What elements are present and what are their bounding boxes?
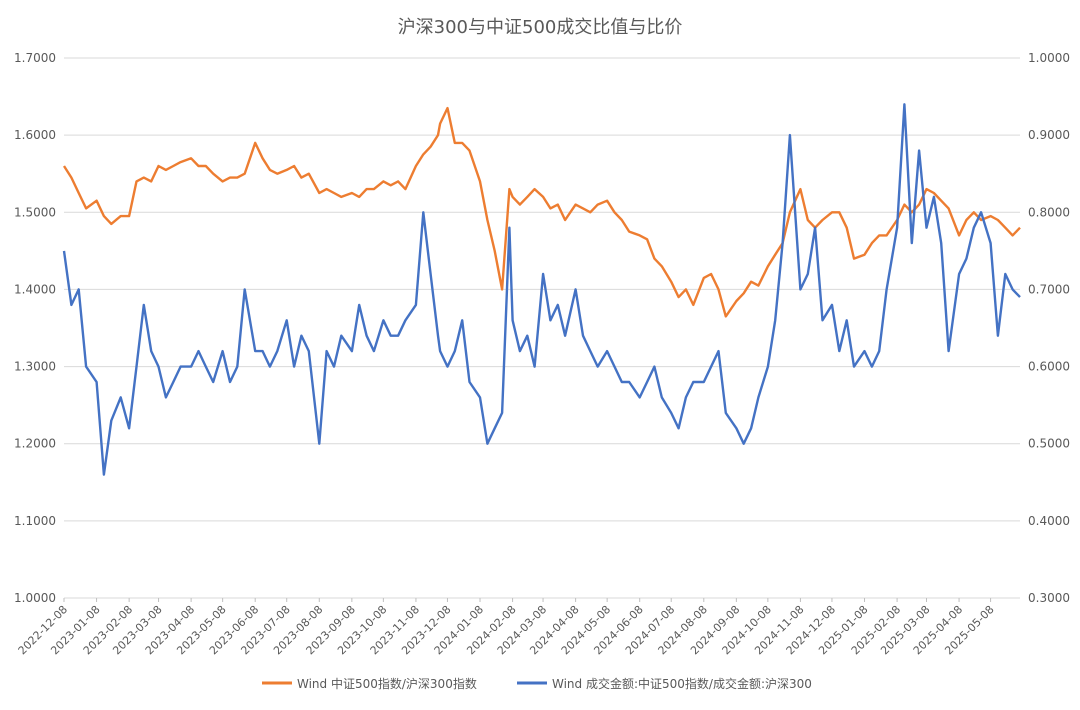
right-axis-tick-label: 0.6000 [1028,360,1070,374]
left-axis-tick-label: 1.3000 [14,360,56,374]
right-axis-tick-label: 0.7000 [1028,282,1070,296]
left-axis-tick-label: 1.6000 [14,128,56,142]
right-axis-tick-label: 0.5000 [1028,437,1070,451]
right-axis-tick-label: 0.4000 [1028,514,1070,528]
right-axis-tick-label: 0.9000 [1028,128,1070,142]
legend-label-ratio: Wind 中证500指数/沪深300指数 [297,676,477,691]
left-axis-tick-label: 1.4000 [14,282,56,296]
right-axis-tick-label: 1.0000 [1028,51,1070,65]
right-axis-tick-label: 0.8000 [1028,205,1070,219]
left-axis-tick-label: 1.1000 [14,514,56,528]
left-axis-tick-label: 1.0000 [14,591,56,605]
left-axis-tick-label: 1.7000 [14,51,56,65]
right-axis-tick-label: 0.3000 [1028,591,1070,605]
chart-title: 沪深300与中证500成交比值与比价 [398,17,683,38]
legend-label-turnover: Wind 成交金额:中证500指数/成交金额:沪深300 [552,676,812,691]
left-axis-tick-label: 1.5000 [14,205,56,219]
left-axis-tick-label: 1.2000 [14,437,56,451]
